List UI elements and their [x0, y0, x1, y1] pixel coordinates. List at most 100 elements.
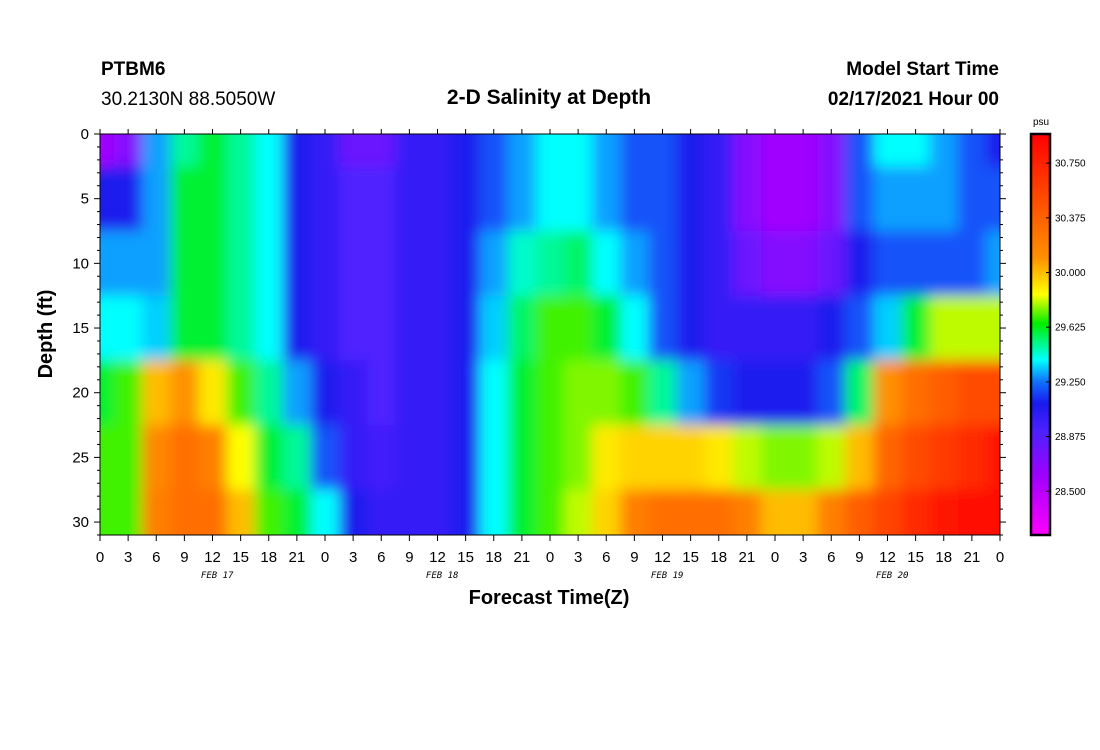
heatmap-cell — [620, 425, 649, 491]
x-tick-label: 9 — [630, 549, 638, 566]
heatmap-cell — [929, 295, 959, 361]
heatmap-cell — [254, 489, 284, 535]
heatmap-cell — [142, 489, 171, 535]
heatmap-cell — [254, 360, 284, 426]
heatmap-cell — [100, 425, 115, 491]
heatmap-cell — [760, 489, 790, 535]
heatmap-cell — [535, 134, 565, 167]
heatmap-cell — [732, 295, 762, 361]
colorbar-ticks: 30.750 30.375 30.000 29.625 29.250 28.875 28.5… — [1046, 159, 1086, 498]
heatmap-cell — [367, 360, 396, 426]
heatmap-cell — [957, 489, 987, 535]
x-tick-label: 18 — [935, 549, 952, 566]
heatmap-cell — [507, 134, 537, 167]
x-tick-label: 9 — [855, 549, 863, 566]
heatmap-cell — [592, 489, 621, 535]
heatmap-cell — [142, 166, 171, 232]
heatmap-cell — [170, 295, 199, 361]
station-location: 30.2130N 88.5050W — [101, 89, 275, 110]
heatmap-cell — [929, 360, 959, 426]
heatmap-cell — [423, 425, 453, 491]
heatmap-cell — [310, 425, 340, 491]
heatmap-cell — [395, 231, 424, 297]
heatmap-cell — [676, 489, 706, 535]
heatmap-cell — [395, 360, 424, 426]
heatmap-cell — [985, 489, 1000, 535]
x-axis: 0 3 6 9 12 15 18 21 0 3 6 9 12 15 18 21 0 3 6 9 12 15 18 21 0 3 6 9… — [96, 129, 1004, 566]
heatmap-cell — [732, 166, 762, 232]
heatmap-cell — [451, 166, 481, 232]
heatmap-cell — [564, 360, 593, 426]
heatmap-cell — [395, 134, 424, 167]
x-tick-label: 3 — [799, 549, 807, 566]
heatmap-cell — [957, 360, 987, 426]
heatmap-cell — [310, 166, 340, 232]
heatmap-cell — [592, 295, 621, 361]
heatmap-cell — [817, 360, 846, 426]
heatmap-cell — [226, 360, 256, 426]
heatmap-cell — [957, 231, 987, 297]
heatmap-cell — [367, 295, 396, 361]
heatmap-cell — [929, 231, 959, 297]
heatmap-cell — [395, 166, 424, 232]
heatmap-cell — [100, 295, 115, 361]
heatmap-cell — [367, 134, 396, 167]
heatmap-cell — [282, 134, 312, 167]
heatmap-cell — [648, 166, 678, 232]
heatmap-cells — [100, 134, 1000, 535]
x-tick-label: 0 — [546, 549, 554, 566]
heatmap-cell — [282, 295, 312, 361]
heatmap-cell — [845, 231, 874, 297]
heatmap-cell — [254, 166, 284, 232]
heatmap-cell — [676, 295, 706, 361]
x-axis-label: Forecast Time(Z) — [469, 587, 630, 609]
heatmap-cell — [620, 295, 649, 361]
heatmap-cell — [451, 295, 481, 361]
heatmap-cell — [648, 134, 678, 167]
heatmap-cell — [845, 134, 874, 167]
x-tick-label: 0 — [321, 549, 329, 566]
heatmap-cell — [592, 166, 621, 232]
x-tick-label: 0 — [996, 549, 1004, 566]
heatmap-cell — [817, 231, 846, 297]
heatmap-cell — [732, 360, 762, 426]
heatmap-cell — [170, 489, 199, 535]
x-tick-label: 18 — [260, 549, 277, 566]
x-tick-label: 6 — [827, 549, 835, 566]
heatmap-cell — [676, 134, 706, 167]
heatmap-cell — [507, 166, 537, 232]
heatmap-cell — [648, 231, 678, 297]
heatmap-cell — [929, 489, 959, 535]
heatmap-cell — [198, 166, 228, 232]
colorbar-tick-label: 28.875 — [1055, 432, 1086, 443]
heatmap-cell — [789, 134, 818, 167]
heatmap-cell — [310, 489, 340, 535]
heatmap-cell — [676, 231, 706, 297]
heatmap-cell — [142, 231, 171, 297]
heatmap-cell — [423, 134, 453, 167]
heatmap-cell — [100, 166, 115, 232]
model-start-time: 02/17/2021 Hour 00 — [828, 89, 999, 110]
heatmap-cell — [339, 231, 368, 297]
heatmap-cell — [704, 295, 734, 361]
heatmap-cell — [564, 425, 593, 491]
heatmap-cell — [395, 295, 424, 361]
heatmap-cell — [226, 134, 256, 167]
heatmap-cell — [479, 295, 509, 361]
heatmap-cell — [732, 231, 762, 297]
heatmap-cell — [620, 360, 649, 426]
heatmap-cell — [676, 166, 706, 232]
heatmap-cell — [789, 489, 818, 535]
heatmap-cell — [535, 425, 565, 491]
heatmap-cell — [423, 360, 453, 426]
heatmap-cell — [339, 166, 368, 232]
heatmap-cell — [142, 360, 171, 426]
heatmap-cell — [100, 134, 115, 167]
heatmap-cell — [676, 360, 706, 426]
heatmap-cell — [760, 295, 790, 361]
heatmap-cell — [367, 425, 396, 491]
colorbar-tick-label: 30.375 — [1055, 213, 1086, 224]
heatmap-cell — [282, 231, 312, 297]
date-label: FEB 17 — [201, 571, 234, 581]
x-tick-label: 21 — [289, 549, 306, 566]
